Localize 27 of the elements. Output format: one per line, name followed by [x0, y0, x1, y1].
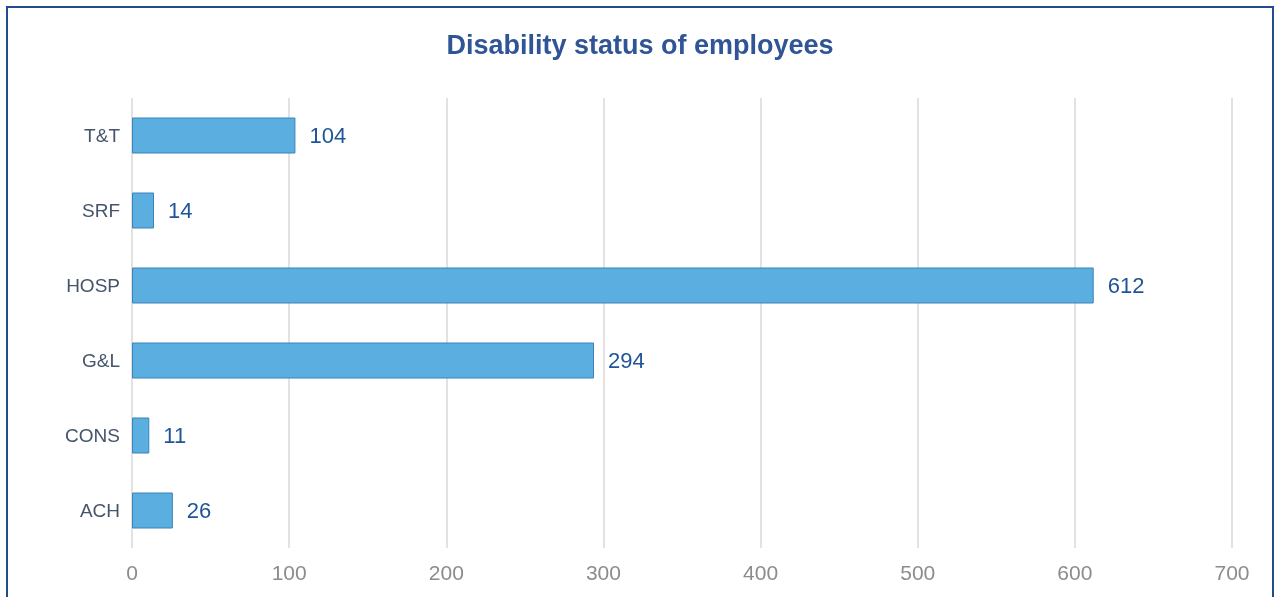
x-tick-label: 200 — [428, 561, 464, 584]
x-tick-label: 600 — [1057, 561, 1093, 584]
bar — [132, 492, 173, 529]
y-tick-label: SRF — [82, 200, 120, 221]
y-tick-label: G&L — [81, 350, 120, 371]
bar — [132, 342, 594, 379]
x-tick-label: 0 — [126, 561, 138, 584]
data-label: 104 — [309, 123, 347, 148]
x-tick-label: 500 — [900, 561, 936, 584]
data-label: 11 — [163, 423, 187, 448]
x-tick-label: 300 — [585, 561, 621, 584]
x-tick-label: 100 — [271, 561, 307, 584]
bar — [132, 117, 296, 154]
x-tick-label: 700 — [1214, 561, 1250, 584]
y-tick-label: T&T — [84, 125, 121, 146]
data-label: 26 — [186, 498, 212, 523]
y-tick-label: ACH — [79, 500, 120, 521]
bar — [132, 417, 150, 454]
y-tick-label: CONS — [65, 425, 120, 446]
data-label: 612 — [1107, 273, 1145, 298]
bar — [132, 267, 1094, 304]
y-tick-label: HOSP — [66, 275, 120, 296]
chart-title: Disability status of employees — [446, 29, 834, 60]
data-label: 294 — [608, 348, 645, 373]
bar — [132, 192, 154, 229]
x-tick-label: 400 — [743, 561, 779, 584]
data-label: 14 — [168, 198, 193, 223]
